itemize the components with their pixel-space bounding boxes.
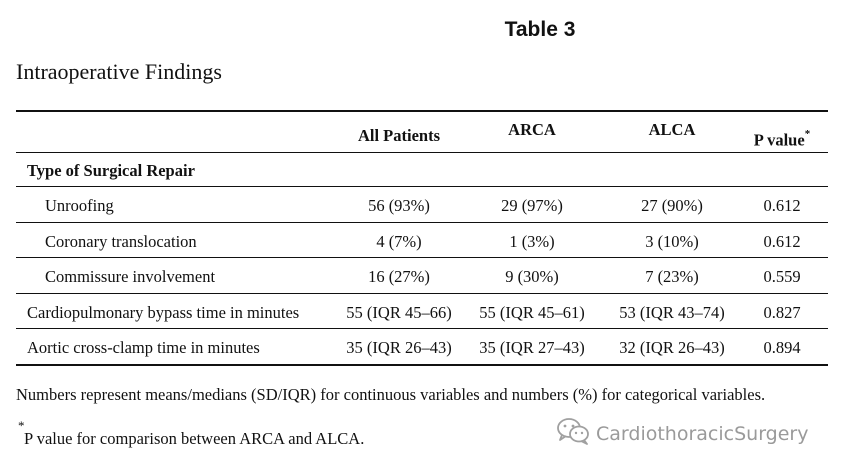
cell-p-value: 0.559: [763, 267, 801, 286]
cell-all-patients: 56 (93%): [368, 196, 430, 215]
column-header-alca: ALCA: [648, 120, 696, 139]
row-label: Commissure involvement: [45, 267, 216, 286]
cell-arca: 9 (30%): [505, 267, 559, 286]
footnote-star: *: [18, 418, 25, 433]
wechat-icon: [556, 417, 590, 450]
table-bottom-rule: [16, 364, 828, 366]
cell-all-patients: 35 (IQR 26–43): [346, 338, 452, 357]
cell-arca: 35 (IQR 27–43): [479, 338, 585, 357]
cell-alca: 3 (10%): [645, 232, 699, 251]
table-label: Table 3: [504, 18, 576, 41]
row-label: Coronary translocation: [45, 232, 197, 251]
column-header-p-value: P value*: [737, 126, 827, 151]
column-header-arca: ARCA: [508, 120, 556, 139]
cell-all-patients: 16 (27%): [368, 267, 430, 286]
row-rule: [16, 328, 828, 329]
cell-p-value: 0.612: [763, 196, 801, 215]
row-rule: [16, 186, 828, 187]
cell-p-value: 0.827: [763, 303, 801, 322]
p-value-footnote-mark: *: [804, 128, 811, 140]
table-caption: Intraoperative Findings: [16, 59, 222, 84]
cell-alca: 7 (23%): [645, 267, 699, 286]
header-rule: [16, 152, 828, 153]
cell-arca: 55 (IQR 45–61): [479, 303, 585, 322]
cell-p-value: 0.894: [763, 338, 801, 357]
table-top-rule: [16, 110, 828, 112]
cell-alca: 27 (90%): [641, 196, 703, 215]
cell-arca: 29 (97%): [501, 196, 563, 215]
row-rule: [16, 257, 828, 258]
footnote-numbers: Numbers represent means/medians (SD/IQR)…: [16, 385, 766, 404]
row-label: Aortic cross-clamp time in minutes: [27, 338, 260, 357]
row-label: Unroofing: [45, 196, 114, 215]
row-rule: [16, 222, 828, 223]
cell-all-patients: 4 (7%): [376, 232, 422, 251]
watermark-text: CardiothoracicSurgery: [596, 422, 809, 445]
cell-alca: 32 (IQR 26–43): [619, 338, 725, 357]
section-header-surgical-repair: Type of Surgical Repair: [27, 161, 195, 180]
p-value-header-text: P value: [753, 130, 805, 150]
row-rule: [16, 293, 828, 294]
row-label: Cardiopulmonary bypass time in minutes: [27, 303, 300, 322]
column-header-all-patients: All Patients: [357, 126, 441, 145]
watermark: CardiothoracicSurgery: [556, 417, 808, 450]
cell-p-value: 0.612: [763, 232, 801, 251]
cell-all-patients: 55 (IQR 45–66): [346, 303, 452, 322]
cell-arca: 1 (3%): [509, 232, 555, 251]
footnote-p-value: P value for comparison between ARCA and …: [24, 429, 365, 448]
cell-alca: 53 (IQR 43–74): [619, 303, 725, 322]
